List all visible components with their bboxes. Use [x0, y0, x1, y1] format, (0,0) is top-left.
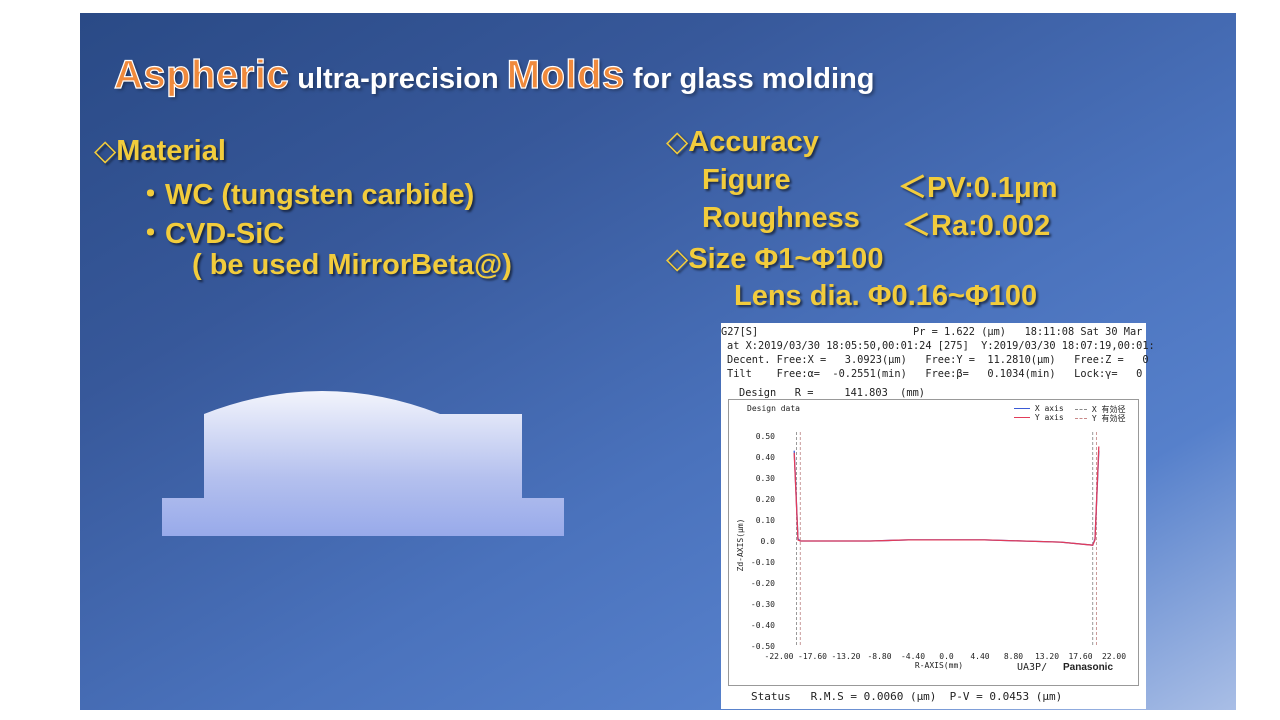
material-item-cvd-sic-note: ( be used MirrorBeta@): [192, 249, 512, 281]
y-tick-label-10: -0.50: [751, 642, 775, 651]
legend-y-axis: Y axis: [1014, 413, 1064, 422]
profile-chart: 0.50 0.40 0.30 0.20 0.10 0.0 -0.10 -0.20 -0.30 -0…: [736, 432, 1127, 670]
effective-diameter-lines: [796, 432, 1097, 646]
measurement-status: Status R.M.S = 0.0060 (μm) P-V = 0.0453 …: [751, 690, 1063, 703]
y-tick-label-7: -0.20: [751, 579, 775, 588]
x-tick-labels: -22.00 -17.60 -13.20 -8.80 -4.40 0.0 4.40 8.80 1…: [765, 652, 1127, 661]
measurement-header-id: G27[S]: [721, 326, 759, 338]
chart-title: Design data: [747, 404, 800, 413]
y-tick-label-3: 0.20: [756, 495, 775, 504]
y-tick-label-0: 0.50: [756, 432, 775, 441]
legend-y-effective-swatch: [1075, 418, 1087, 419]
accuracy-heading: ◇Accuracy: [666, 126, 819, 158]
series-lines: [793, 446, 1100, 546]
mold-illustration: [162, 391, 564, 536]
x-tick-label-5: 0.0: [939, 652, 954, 661]
legend-x-axis: X axis: [1014, 404, 1064, 413]
legend-y-axis-label: Y axis: [1034, 413, 1064, 422]
series-line-y-axis: [793, 446, 1100, 546]
measurement-decent: Decent. Free:X = 3.0923(μm) Free:Y = 11.…: [727, 354, 1149, 366]
x-tick-label-4: -4.40: [901, 652, 925, 661]
measurement-panel: G27[S] Pr = 1.622 (μm) 18:11:08 Sat 30 M…: [721, 323, 1155, 709]
x-tick-label-2: -13.20: [832, 652, 861, 661]
measurement-design-radius: Design R = 141.803 (mm): [739, 387, 925, 399]
slide-title: Aspheric ultra-precision Molds for glass…: [113, 52, 875, 98]
title-text-ultra-precision: ultra-precision: [289, 63, 507, 95]
size-lens-diameter: Lens dia. Φ0.16~Φ100: [734, 280, 1038, 312]
mold-shape: [162, 391, 564, 536]
slide: Aspheric ultra-precision Molds for glass…: [80, 13, 1236, 710]
material-item-cvd-sic: ・CVD-SiC: [136, 218, 285, 250]
brand-ua3p: UA3P/: [1017, 662, 1048, 673]
plot-frame: Design data X axis X 有効径 Y axis Y 有効径: [728, 399, 1139, 686]
series-line-x-axis: [793, 450, 1100, 546]
legend-x-axis-label: X axis: [1034, 404, 1064, 413]
material-heading: ◇Material: [94, 135, 226, 167]
brand-panasonic: Panasonic: [1063, 662, 1114, 673]
y-tick-label-2: 0.30: [756, 474, 775, 483]
measurement-tilt: Tilt Free:α= -0.2551(min) Free:β= 0.1034…: [727, 368, 1143, 380]
measurement-header-time: Pr = 1.622 (μm) 18:11:08 Sat 30 Mar: [913, 326, 1143, 338]
legend-y-effective: Y 有効径: [1075, 413, 1125, 424]
accuracy-roughness-value: ＜Ra:0.002: [902, 210, 1051, 242]
y-tick-label-8: -0.30: [751, 600, 775, 609]
y-tick-label-5: 0.0: [761, 537, 776, 546]
x-tick-label-0: -22.00: [765, 652, 794, 661]
x-tick-label-9: 17.60: [1068, 652, 1092, 661]
x-tick-label-3: -8.80: [867, 652, 891, 661]
accuracy-figure-label: Figure: [702, 164, 791, 196]
title-word-molds: Molds: [506, 52, 625, 97]
legend-x-effective-label: X 有効径: [1091, 405, 1126, 414]
material-item-wc: ・WC (tungsten carbide): [136, 179, 475, 211]
x-tick-label-8: 13.20: [1035, 652, 1059, 661]
y-tick-labels: 0.50 0.40 0.30 0.20 0.10 0.0 -0.10 -0.20 -0.30 -0…: [751, 432, 775, 651]
legend-x-effective-swatch: [1075, 409, 1087, 410]
title-text-glass-molding: for glass molding: [624, 63, 875, 95]
x-axis-label: R-AXIS(mm): [915, 661, 963, 670]
y-axis-label: Zd-AXIS(μm): [736, 519, 745, 572]
title-word-aspheric: Aspheric: [113, 52, 290, 97]
x-tick-label-7: 8.80: [1004, 652, 1023, 661]
legend-y-effective-label: Y 有効径: [1091, 414, 1126, 423]
y-tick-label-4: 0.10: [756, 516, 775, 525]
legend-y-axis-swatch: [1014, 417, 1030, 418]
accuracy-roughness-label: Roughness: [702, 202, 860, 234]
legend-x-axis-swatch: [1014, 408, 1030, 409]
legend-x-effective: X 有効径: [1075, 404, 1125, 415]
x-tick-label-6: 4.40: [970, 652, 989, 661]
y-tick-label-9: -0.40: [751, 621, 775, 630]
y-tick-label-1: 0.40: [756, 453, 775, 462]
x-tick-label-10: 22.00: [1102, 652, 1126, 661]
size-heading: ◇Size Φ1~Φ100: [666, 243, 884, 275]
measurement-header-dates: at X:2019/03/30 18:05:50,00:01:24 [275] …: [727, 340, 1155, 352]
x-tick-label-1: -17.60: [798, 652, 827, 661]
accuracy-figure-value: ＜PV:0.1μm: [898, 172, 1058, 204]
y-tick-label-6: -0.10: [751, 558, 775, 567]
